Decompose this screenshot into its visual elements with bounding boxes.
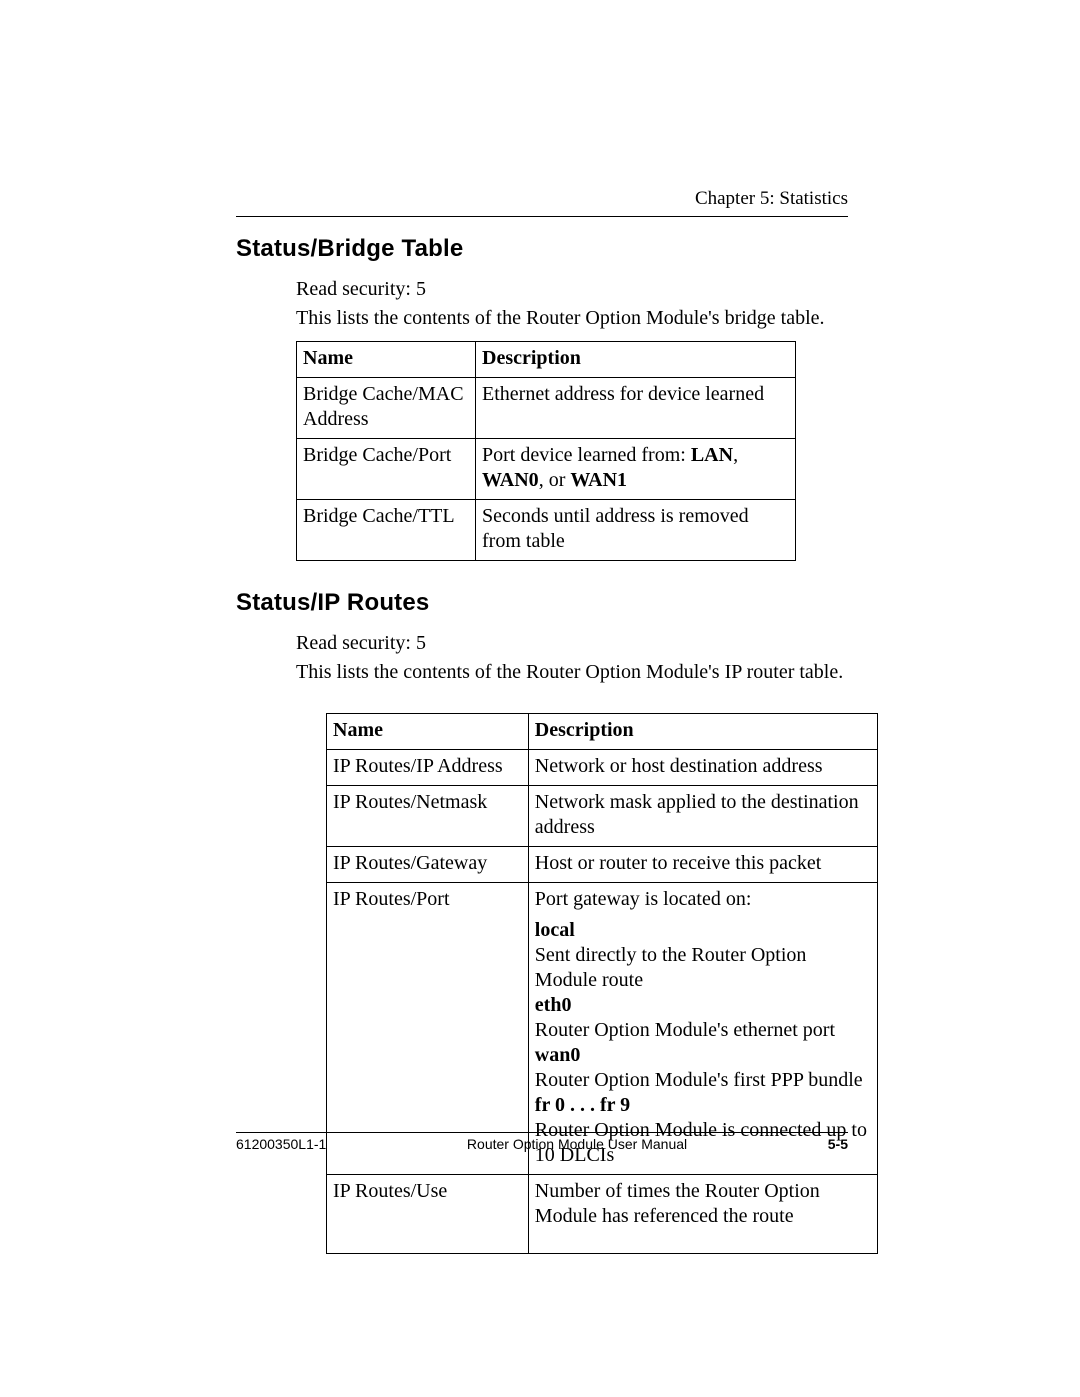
cell-name: IP Routes/Gateway	[327, 847, 529, 883]
spacer	[236, 689, 848, 703]
bridge-table: Name Description Bridge Cache/MAC Addres…	[296, 341, 796, 561]
col-name: Name	[327, 714, 529, 750]
bold-text: WAN0	[482, 469, 539, 491]
table-row: Bridge Cache/MAC Address Ethernet addres…	[297, 378, 796, 439]
page: Chapter 5: Statistics Status/Bridge Tabl…	[0, 0, 1080, 1397]
bold-text: local	[535, 918, 869, 943]
table-row: Bridge Cache/TTL Seconds until address i…	[297, 500, 796, 561]
cell-name: Bridge Cache/TTL	[297, 500, 476, 561]
cell-desc: Number of times the Router Option Module…	[528, 1175, 877, 1254]
footer-title: Router Option Module User Manual	[326, 1136, 827, 1152]
cell-desc: Network mask applied to the destination …	[528, 786, 877, 847]
text: Port device learned from:	[482, 444, 691, 466]
table-row: IP Routes/Port Port gateway is located o…	[327, 883, 878, 1175]
cell-desc: Seconds until address is removed from ta…	[476, 500, 796, 561]
cell-name: Bridge Cache/Port	[297, 439, 476, 500]
section1-intro-block: Read security: 5 This lists the contents…	[296, 277, 848, 331]
table-header-row: Name Description	[297, 342, 796, 378]
section-heading-bridge-table: Status/Bridge Table	[236, 235, 848, 263]
text: Router Option Module's first PPP bundle	[535, 1068, 869, 1093]
table-row: IP Routes/Gateway Host or router to rece…	[327, 847, 878, 883]
section1-intro: This lists the contents of the Router Op…	[296, 306, 848, 331]
cell-desc: Ethernet address for device learned	[476, 378, 796, 439]
footer-doc-number: 61200350L1-1	[236, 1136, 326, 1152]
text: Sent directly to the Router Option Modul…	[535, 943, 869, 993]
cell-desc: Port gateway is located on: local Sent d…	[528, 883, 877, 1175]
section-heading-ip-routes: Status/IP Routes	[236, 589, 848, 617]
col-name: Name	[297, 342, 476, 378]
cell-desc: Port device learned from: LAN, WAN0, or …	[476, 439, 796, 500]
table-row: IP Routes/IP Address Network or host des…	[327, 750, 878, 786]
cell-name: IP Routes/Port	[327, 883, 529, 1175]
cell-name: Bridge Cache/MAC Address	[297, 378, 476, 439]
text: Number of times the Router Option Module…	[535, 1179, 869, 1229]
table-row: IP Routes/Use Number of times the Router…	[327, 1175, 878, 1254]
bold-text: WAN1	[570, 469, 627, 491]
table-header-row: Name Description	[327, 714, 878, 750]
cell-name: IP Routes/Netmask	[327, 786, 529, 847]
bold-text: eth0	[535, 993, 869, 1018]
footer-page-number: 5-5	[828, 1136, 848, 1152]
footer-row: 61200350L1-1 Router Option Module User M…	[236, 1136, 848, 1152]
read-security-line: Read security: 5	[296, 631, 848, 656]
cell-desc: Host or router to receive this packet	[528, 847, 877, 883]
ip-routes-table: Name Description IP Routes/IP Address Ne…	[326, 713, 878, 1254]
chapter-header: Chapter 5: Statistics	[236, 188, 848, 210]
table-row: IP Routes/Netmask Network mask applied t…	[327, 786, 878, 847]
text: Router Option Module's ethernet port	[535, 1018, 869, 1043]
table-row: Bridge Cache/Port Port device learned fr…	[297, 439, 796, 500]
header-rule	[236, 216, 848, 217]
bold-text: LAN	[691, 444, 733, 466]
cell-desc: Network or host destination address	[528, 750, 877, 786]
col-description: Description	[528, 714, 877, 750]
col-description: Description	[476, 342, 796, 378]
cell-name: IP Routes/Use	[327, 1175, 529, 1254]
text: , or	[539, 469, 571, 491]
section2-intro-block: Read security: 5 This lists the contents…	[296, 631, 848, 685]
cell-name: IP Routes/IP Address	[327, 750, 529, 786]
bold-text: wan0	[535, 1043, 869, 1068]
text: Port gateway is located on:	[535, 887, 869, 912]
read-security-line: Read security: 5	[296, 277, 848, 302]
page-footer: 61200350L1-1 Router Option Module User M…	[236, 1132, 848, 1152]
section2-intro: This lists the contents of the Router Op…	[296, 660, 848, 685]
spacer	[535, 1229, 869, 1247]
footer-rule	[236, 1132, 848, 1133]
bold-text: fr 0 . . . fr 9	[535, 1093, 869, 1118]
text: ,	[733, 444, 738, 466]
